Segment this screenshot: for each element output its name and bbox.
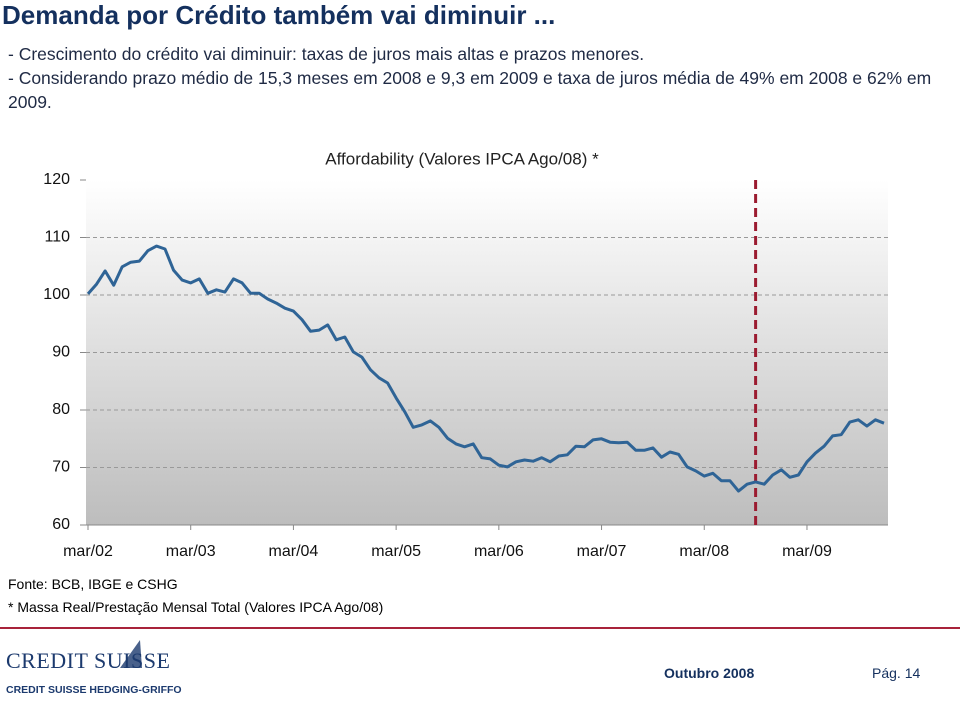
y-tick-label: 120 — [43, 171, 70, 188]
logo-sail — [120, 640, 142, 668]
y-tick-label: 110 — [44, 229, 70, 246]
footer-date: Outubro 2008 — [664, 665, 755, 681]
x-tick-label: mar/07 — [577, 543, 627, 560]
company-name: CREDIT SUISSE HEDGING-GRIFFO — [6, 684, 182, 696]
x-tick-label: mar/05 — [371, 543, 421, 560]
chart-title: Affordability (Valores IPCA Ago/08) * — [325, 149, 599, 168]
x-tick-label: mar/04 — [269, 543, 319, 560]
bullet: - Crescimento do crédito vai diminuir: t… — [8, 44, 645, 64]
data-line — [86, 244, 885, 493]
page-number: Pág. 14 — [872, 665, 921, 681]
logo-text: CREDIT SUISSE — [6, 648, 171, 673]
source-note: Fonte: BCB, IBGE e CSHG — [8, 576, 178, 592]
y-tick-label: 70 — [52, 459, 70, 476]
y-tick-label: 60 — [52, 516, 70, 533]
x-tick-label: mar/09 — [782, 543, 832, 560]
x-tick-label: mar/06 — [474, 543, 524, 560]
x-tick-label: mar/08 — [679, 543, 729, 560]
y-tick-label: 80 — [52, 401, 70, 418]
slide-title: Demanda por Crédito também vai diminuir … — [2, 0, 556, 30]
y-tick-label: 90 — [52, 344, 70, 361]
x-tick-label: mar/03 — [166, 543, 216, 560]
footnote: * Massa Real/Prestação Mensal Total (Val… — [8, 599, 384, 615]
bullet-list: - Crescimento do crédito vai diminuir: t… — [8, 42, 943, 114]
y-tick-label: 100 — [43, 286, 70, 303]
x-tick-label: mar/02 — [63, 543, 113, 560]
bullet: - Considerando prazo médio de 15,3 meses… — [8, 68, 932, 112]
